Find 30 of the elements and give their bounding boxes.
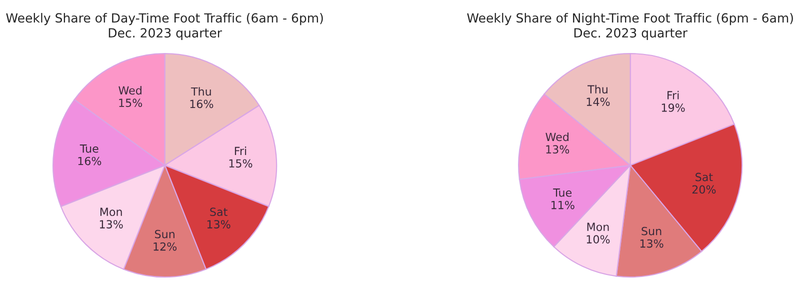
slice-label: Wed <box>118 86 142 95</box>
slice-label: Thu <box>588 84 608 94</box>
data-label: 11% <box>551 200 574 210</box>
chart-title: Weekly Share of Day-Time Foot Traffic (6am - 6pm) Dec. 2023 quarter <box>6 12 323 40</box>
chart-title: Weekly Share of Night-Time Foot Traffic (6pm - 6am) Dec. 2023 quarter <box>467 12 793 40</box>
data-label: 14% <box>586 98 610 106</box>
data-label: 16% <box>78 156 102 166</box>
slice-label: Sun <box>642 226 662 236</box>
data-label: 13% <box>546 145 570 154</box>
slice-label: Tue <box>553 188 572 197</box>
slice-label: Tue <box>80 144 98 153</box>
data-label: 15% <box>119 98 142 108</box>
data-label: 12% <box>154 242 177 251</box>
data-label: 13% <box>207 220 230 228</box>
data-label: 15% <box>229 159 252 168</box>
slice-label: Sat <box>210 208 228 216</box>
data-label: 10% <box>586 235 610 244</box>
slice-label: Mon <box>587 222 609 232</box>
data-label: 19% <box>662 103 685 112</box>
slice-label: Sat <box>696 172 713 182</box>
data-label: 13% <box>100 220 123 228</box>
slice-label: Wed <box>546 132 568 142</box>
slice-label: Sun <box>154 230 174 238</box>
data-label: 13% <box>640 239 664 248</box>
data-label: 16% <box>190 100 214 108</box>
slice-label: Fri <box>668 90 679 100</box>
slice-label: Mon <box>100 208 122 216</box>
data-label: 20% <box>692 185 716 194</box>
slice-label: Thu <box>190 87 211 96</box>
slice-label: Fri <box>234 146 246 155</box>
